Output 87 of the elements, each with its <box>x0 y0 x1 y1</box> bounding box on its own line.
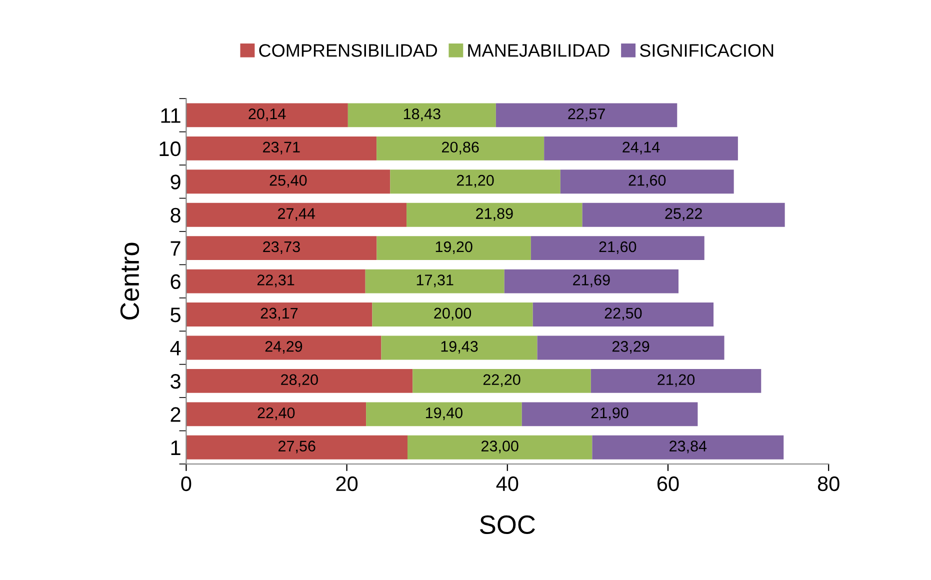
bar <box>186 136 377 160</box>
data-label: 21,90 <box>591 407 628 420</box>
data-label: 22,50 <box>604 308 642 320</box>
bar <box>365 269 504 294</box>
data-label: 21,69 <box>573 274 610 288</box>
bar <box>186 435 408 460</box>
legend-label: SIGNIFICACION <box>640 44 774 57</box>
data-label: 22,20 <box>483 374 520 387</box>
bar <box>522 402 698 426</box>
data-label: 21,20 <box>456 174 494 188</box>
data-label: 21,60 <box>628 174 666 188</box>
x-tick-label: 80 <box>818 476 840 492</box>
data-label: 25,40 <box>270 174 307 188</box>
data-label: 23,17 <box>260 308 298 320</box>
y-tick-label: 7 <box>170 241 180 256</box>
x-tick-label: 0 <box>181 476 192 492</box>
bar <box>592 435 784 460</box>
data-label: 21,89 <box>476 208 513 221</box>
data-label: 20,00 <box>434 308 472 320</box>
data-label: 20,86 <box>442 142 479 154</box>
data-label: 24,29 <box>265 341 302 354</box>
y-tick-label: 11 <box>161 108 180 123</box>
data-label: 23,00 <box>482 440 518 454</box>
data-label: 19,40 <box>426 407 462 420</box>
data-label: 19,43 <box>441 341 478 354</box>
bar <box>186 368 413 393</box>
data-label: 18,43 <box>404 108 440 122</box>
y-tick-label: 4 <box>170 340 181 356</box>
bar <box>186 269 366 294</box>
bar <box>560 170 734 194</box>
y-tick-label: 1 <box>171 440 180 455</box>
data-label: 21,60 <box>599 241 636 254</box>
bar <box>590 368 762 393</box>
bar <box>372 302 533 326</box>
bar <box>186 202 407 227</box>
bar <box>186 103 348 128</box>
x-tick-label: 20 <box>336 476 358 492</box>
data-label: 22,40 <box>258 407 295 420</box>
bar <box>366 402 522 426</box>
x-tick-label: 60 <box>657 476 679 492</box>
bar <box>376 136 544 160</box>
bar <box>186 302 372 326</box>
data-label: 20,14 <box>248 108 286 122</box>
y-tick-label: 10 <box>160 141 181 156</box>
bar <box>186 170 390 194</box>
x-tick-label: 40 <box>496 476 518 492</box>
y-tick-label: 6 <box>170 274 180 290</box>
bar <box>381 336 538 360</box>
y-tick-label: 2 <box>170 407 180 422</box>
data-label: 22,57 <box>568 108 605 122</box>
data-label: 23,29 <box>612 341 650 354</box>
bar <box>532 302 714 326</box>
bar <box>186 402 366 426</box>
data-label: 28,20 <box>281 374 318 387</box>
data-label: 27,44 <box>278 208 316 221</box>
bar <box>544 136 738 160</box>
bar <box>408 435 592 460</box>
legend-label: MANEJABILIDAD <box>468 44 610 57</box>
bar <box>496 103 678 128</box>
data-label: 23,73 <box>263 241 300 254</box>
y-tick-label: 9 <box>170 174 180 190</box>
data-label: 23,71 <box>263 142 300 154</box>
data-label: 22,31 <box>257 274 294 288</box>
data-label: 27,56 <box>278 440 316 454</box>
y-tick-label: 5 <box>170 308 180 322</box>
bar <box>186 336 382 360</box>
y-tick-label: 8 <box>170 208 180 223</box>
bar <box>376 236 531 260</box>
bar <box>537 336 724 360</box>
y-tick-label: 3 <box>170 374 180 389</box>
data-label: 23,84 <box>670 440 707 454</box>
bar <box>530 236 704 260</box>
data-label: 21,20 <box>658 374 695 387</box>
data-label: 19,20 <box>436 241 472 254</box>
bar <box>412 368 591 393</box>
bar <box>504 269 679 294</box>
bar <box>186 236 377 260</box>
x-axis-title: SOC <box>480 515 535 534</box>
data-label: 17,31 <box>416 274 454 288</box>
bar <box>390 170 560 194</box>
data-label: 24,14 <box>622 142 660 154</box>
data-label: 25,22 <box>665 208 702 221</box>
y-axis-title: Centro <box>120 242 140 320</box>
bar <box>582 202 785 227</box>
bar <box>348 103 496 128</box>
legend-label: COMPRENSIBILIDAD <box>259 44 438 57</box>
bar <box>406 202 582 227</box>
